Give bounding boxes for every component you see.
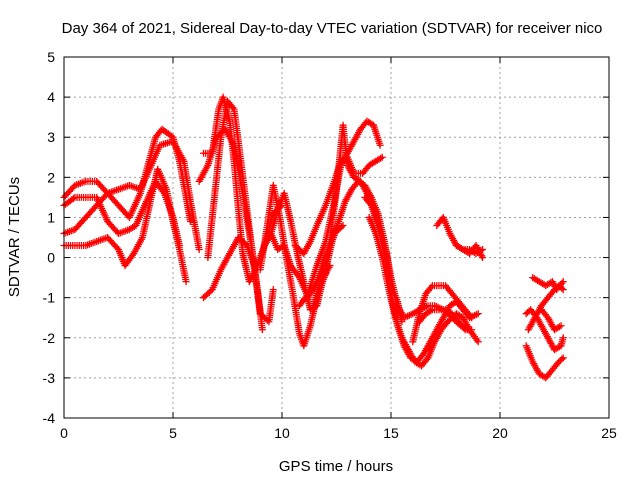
- data-point: [555, 323, 563, 331]
- y-tick-label: 0: [47, 250, 55, 266]
- data-point: [460, 324, 468, 332]
- series-track-22: [522, 342, 567, 382]
- y-tick-label: -2: [43, 330, 56, 346]
- y-tick-label: -3: [43, 370, 56, 386]
- data-point: [466, 312, 474, 320]
- data-point: [186, 217, 194, 225]
- data-point: [377, 154, 385, 162]
- tick-labels-layer: 0 5 10 15 20 25 -4 -3 -2 -1 0 1 2 3 4 5: [43, 49, 617, 441]
- data-point: [559, 286, 567, 294]
- y-tick-label: 4: [47, 89, 55, 105]
- x-axis-label: GPS time / hours: [279, 458, 393, 475]
- series-track-18: [409, 282, 476, 346]
- series-track-4: [60, 177, 184, 250]
- data-point: [378, 153, 386, 161]
- data-point: [559, 334, 567, 342]
- y-tick-label: -1: [43, 290, 56, 306]
- y-tick-label: 3: [47, 129, 55, 145]
- data-point: [457, 245, 465, 253]
- data-point: [558, 355, 566, 363]
- series-track-21: [452, 242, 487, 258]
- data-point: [269, 286, 277, 294]
- x-tick-label: 20: [492, 425, 508, 441]
- data-points-layer: [60, 93, 567, 382]
- data-point: [69, 195, 77, 203]
- data-point: [557, 322, 565, 330]
- y-tick-label: 1: [47, 209, 55, 225]
- y-tick-label: -4: [43, 410, 56, 426]
- y-tick-label: 2: [47, 169, 55, 185]
- data-point: [479, 246, 487, 254]
- y-axis-label: SDTVAR / TECUs: [6, 177, 23, 297]
- x-tick-label: 0: [60, 425, 68, 441]
- data-point: [182, 278, 190, 286]
- data-point: [559, 354, 567, 362]
- series-track-19: [415, 306, 476, 334]
- data-point: [195, 246, 203, 254]
- series-track-2: [60, 137, 203, 254]
- plot-border: [63, 56, 610, 419]
- data-point: [338, 223, 346, 231]
- series-track-17: [365, 213, 473, 370]
- data-point: [468, 326, 476, 334]
- data-point: [229, 104, 237, 112]
- data-point: [366, 200, 374, 208]
- data-point: [176, 242, 184, 250]
- data-point: [113, 244, 121, 252]
- y-tick-label: 5: [47, 49, 55, 65]
- data-point: [559, 278, 567, 286]
- data-point: [479, 254, 487, 262]
- data-point: [558, 279, 566, 287]
- ticks-layer: [63, 56, 610, 419]
- chart-title: Day 364 of 2021, Sidereal Day-to-day VTE…: [62, 20, 603, 37]
- series-track-25: [529, 274, 567, 294]
- data-point: [477, 247, 485, 255]
- data-point: [427, 283, 435, 291]
- series-track-26: [537, 306, 565, 334]
- series-track-7: [195, 125, 277, 326]
- x-tick-label: 25: [601, 425, 617, 441]
- x-tick-label: 5: [169, 425, 177, 441]
- data-point: [423, 355, 431, 363]
- data-point: [427, 307, 435, 315]
- x-tick-label: 10: [274, 425, 290, 441]
- data-point: [468, 314, 476, 322]
- data-point: [258, 326, 266, 334]
- data-point: [376, 141, 384, 149]
- data-point: [474, 338, 482, 346]
- x-tick-label: 15: [383, 425, 399, 441]
- data-point: [474, 310, 482, 318]
- series-track-20: [433, 213, 487, 262]
